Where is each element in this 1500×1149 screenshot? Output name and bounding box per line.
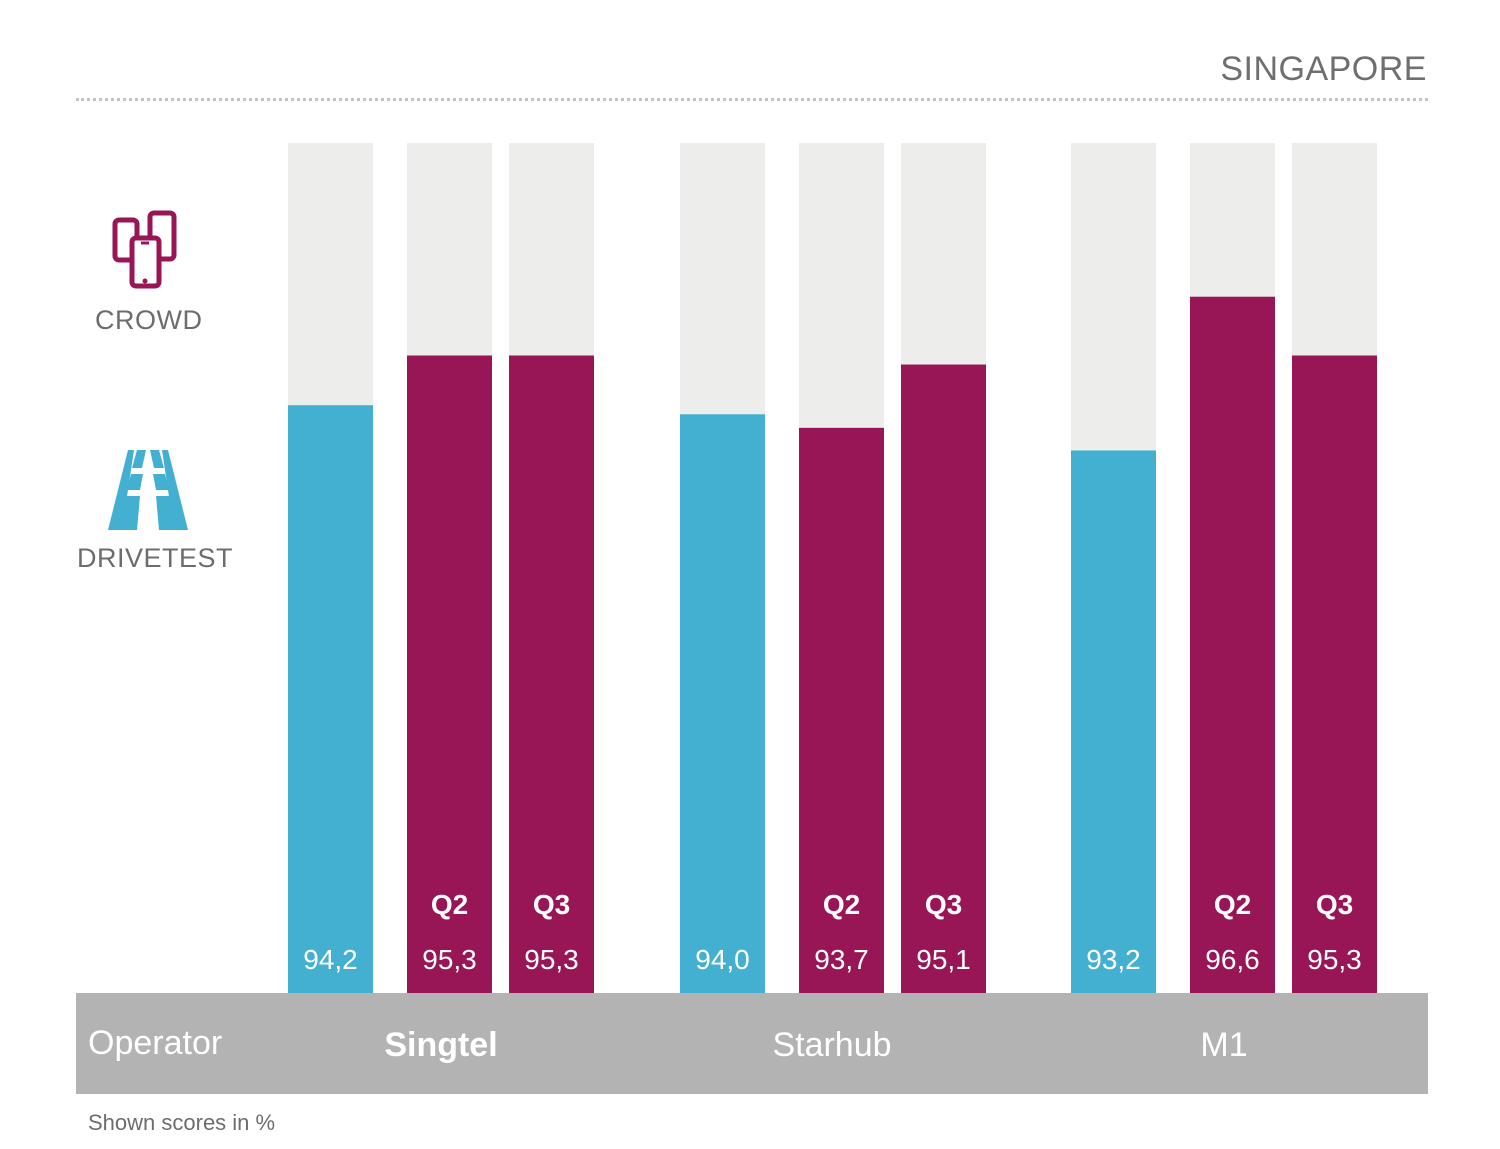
bar-starhub-drivetest — [680, 414, 765, 993]
operator-row-label: Operator — [88, 1024, 223, 1062]
bar-value-label-m1-drivetest: 93,2 — [1086, 944, 1141, 975]
operator-name-starhub: Starhub — [772, 1026, 892, 1064]
bar-value-label-starhub-crowd-q2: 93,7 — [814, 944, 869, 975]
page-title: SINGAPORE — [1220, 50, 1427, 88]
bar-quarter-label-starhub-crowd-q2: Q2 — [823, 889, 860, 920]
operator-name-singtel: Singtel — [384, 1026, 498, 1064]
bar-value-label-singtel-drivetest: 94,2 — [303, 944, 358, 975]
operator-bar — [76, 993, 1428, 1094]
operator-name-m1: M1 — [1200, 1026, 1248, 1064]
bar-value-label-starhub-drivetest: 94,0 — [695, 944, 750, 975]
road-icon — [108, 450, 188, 530]
bar-value-label-m1-crowd-q3: 95,3 — [1307, 944, 1362, 975]
title-divider — [76, 98, 1428, 101]
bar-m1-crowd-q3 — [1292, 355, 1377, 993]
bar-quarter-label-m1-crowd-q2: Q2 — [1214, 889, 1251, 920]
bar-quarter-label-starhub-crowd-q3: Q3 — [925, 889, 962, 920]
crowd-legend-label: CROWD — [95, 305, 203, 335]
bar-singtel-crowd-q3 — [509, 355, 594, 993]
drivetest-legend-label: DRIVETEST — [77, 543, 234, 573]
bar-value-label-starhub-crowd-q3: 95,1 — [916, 944, 971, 975]
bar-quarter-label-singtel-crowd-q3: Q3 — [533, 889, 570, 920]
bar-starhub-crowd-q3 — [901, 364, 986, 993]
bar-m1-crowd-q2 — [1190, 296, 1275, 994]
bar-quarter-label-singtel-crowd-q2: Q2 — [431, 889, 468, 920]
bar-singtel-crowd-q2 — [407, 355, 492, 993]
bar-value-label-m1-crowd-q2: 96,6 — [1205, 944, 1260, 975]
bar-m1-drivetest — [1071, 450, 1156, 994]
bar-value-label-singtel-crowd-q3: 95,3 — [524, 944, 579, 975]
bar-quarter-label-m1-crowd-q3: Q3 — [1316, 889, 1353, 920]
footnote: Shown scores in % — [88, 1110, 276, 1135]
bar-singtel-drivetest — [288, 405, 373, 994]
smartphones-icon — [112, 210, 177, 289]
bar-starhub-crowd-q2 — [799, 427, 884, 993]
bar-value-label-singtel-crowd-q2: 95,3 — [422, 944, 477, 975]
